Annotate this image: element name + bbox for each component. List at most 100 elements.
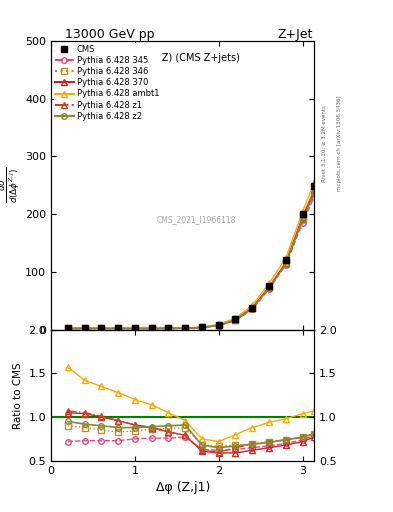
Pythia 6.428 ambt1 bbox=[200, 324, 204, 330]
CMS bbox=[82, 325, 87, 331]
Pythia 6.428 346 bbox=[99, 325, 104, 331]
Pythia 6.428 346 bbox=[266, 284, 271, 290]
Pythia 6.428 z1 bbox=[116, 325, 121, 331]
Pythia 6.428 z1 bbox=[183, 325, 187, 331]
Pythia 6.428 ambt1 bbox=[116, 325, 121, 331]
Pythia 6.428 345 bbox=[99, 325, 104, 331]
Pythia 6.428 345 bbox=[283, 262, 288, 268]
Text: Δφ(jet, Z) (CMS Z+jets): Δφ(jet, Z) (CMS Z+jets) bbox=[126, 53, 240, 62]
Pythia 6.428 z2 bbox=[99, 325, 104, 331]
Pythia 6.428 z1 bbox=[99, 325, 104, 331]
Pythia 6.428 346 bbox=[166, 325, 171, 331]
Pythia 6.428 346 bbox=[283, 260, 288, 266]
Pythia 6.428 z2 bbox=[82, 325, 87, 331]
Pythia 6.428 346 bbox=[233, 317, 238, 323]
Pythia 6.428 346 bbox=[116, 325, 121, 331]
Pythia 6.428 z2 bbox=[233, 317, 238, 323]
Pythia 6.428 z1 bbox=[132, 325, 137, 331]
Line: CMS: CMS bbox=[65, 184, 317, 331]
Pythia 6.428 345 bbox=[82, 325, 87, 331]
Pythia 6.428 370 bbox=[183, 325, 187, 331]
CMS bbox=[183, 325, 187, 331]
Pythia 6.428 346 bbox=[250, 305, 255, 311]
CMS bbox=[266, 283, 271, 289]
Pythia 6.428 z2 bbox=[166, 325, 171, 331]
Pythia 6.428 370 bbox=[149, 325, 154, 331]
Pythia 6.428 z1 bbox=[82, 325, 87, 331]
Line: Pythia 6.428 370: Pythia 6.428 370 bbox=[65, 187, 317, 331]
Pythia 6.428 z1 bbox=[312, 188, 317, 194]
Pythia 6.428 345 bbox=[300, 220, 305, 226]
Pythia 6.428 z2 bbox=[149, 325, 154, 331]
Pythia 6.428 345 bbox=[266, 286, 271, 292]
CMS bbox=[66, 325, 70, 331]
Pythia 6.428 z1 bbox=[283, 260, 288, 266]
Pythia 6.428 z1 bbox=[66, 325, 70, 331]
Pythia 6.428 z2 bbox=[183, 325, 187, 331]
Pythia 6.428 z2 bbox=[217, 323, 221, 329]
Pythia 6.428 370 bbox=[217, 322, 221, 328]
Text: Z+Jet: Z+Jet bbox=[277, 28, 312, 41]
Pythia 6.428 ambt1 bbox=[300, 209, 305, 215]
Pythia 6.428 370 bbox=[266, 284, 271, 290]
Line: Pythia 6.428 z1: Pythia 6.428 z1 bbox=[65, 188, 317, 331]
Pythia 6.428 z2 bbox=[312, 190, 317, 197]
Pythia 6.428 345 bbox=[200, 325, 204, 331]
Line: Pythia 6.428 z2: Pythia 6.428 z2 bbox=[65, 190, 317, 331]
Pythia 6.428 345 bbox=[233, 317, 238, 324]
Pythia 6.428 370 bbox=[300, 214, 305, 220]
CMS bbox=[283, 257, 288, 263]
Text: Rivet 3.1.10; ≥ 3.2M events: Rivet 3.1.10; ≥ 3.2M events bbox=[322, 105, 327, 182]
Pythia 6.428 345 bbox=[217, 323, 221, 329]
Pythia 6.428 346 bbox=[200, 324, 204, 330]
Pythia 6.428 ambt1 bbox=[217, 322, 221, 328]
Pythia 6.428 346 bbox=[300, 216, 305, 222]
Pythia 6.428 370 bbox=[283, 260, 288, 266]
Pythia 6.428 370 bbox=[166, 325, 171, 331]
Pythia 6.428 z2 bbox=[266, 285, 271, 291]
Pythia 6.428 ambt1 bbox=[82, 325, 87, 331]
Pythia 6.428 z1 bbox=[200, 324, 204, 330]
Pythia 6.428 346 bbox=[132, 325, 137, 331]
Pythia 6.428 346 bbox=[217, 322, 221, 328]
Pythia 6.428 ambt1 bbox=[233, 315, 238, 321]
CMS bbox=[149, 325, 154, 331]
Pythia 6.428 345 bbox=[312, 194, 317, 200]
Legend: CMS, Pythia 6.428 345, Pythia 6.428 346, Pythia 6.428 370, Pythia 6.428 ambt1, P: CMS, Pythia 6.428 345, Pythia 6.428 346,… bbox=[53, 44, 161, 122]
Pythia 6.428 ambt1 bbox=[149, 325, 154, 331]
Pythia 6.428 346 bbox=[183, 325, 187, 331]
Pythia 6.428 346 bbox=[312, 189, 317, 195]
CMS bbox=[250, 305, 255, 311]
Pythia 6.428 z1 bbox=[300, 215, 305, 221]
Pythia 6.428 z2 bbox=[132, 325, 137, 331]
Text: CMS_2021_I1966118: CMS_2021_I1966118 bbox=[156, 216, 235, 224]
Pythia 6.428 345 bbox=[116, 325, 121, 331]
Pythia 6.428 ambt1 bbox=[166, 325, 171, 331]
CMS bbox=[300, 211, 305, 217]
Pythia 6.428 345 bbox=[149, 325, 154, 331]
Line: Pythia 6.428 ambt1: Pythia 6.428 ambt1 bbox=[65, 180, 317, 331]
Y-axis label: $\frac{d\sigma}{d(\Delta\phi^{Z,j})}$: $\frac{d\sigma}{d(\Delta\phi^{Z,j})}$ bbox=[0, 167, 22, 203]
Pythia 6.428 z2 bbox=[66, 325, 70, 331]
Pythia 6.428 346 bbox=[149, 325, 154, 331]
Pythia 6.428 ambt1 bbox=[283, 255, 288, 261]
Text: 13000 GeV pp: 13000 GeV pp bbox=[65, 28, 155, 41]
Pythia 6.428 z1 bbox=[250, 305, 255, 311]
Pythia 6.428 345 bbox=[166, 325, 171, 331]
Pythia 6.428 346 bbox=[82, 325, 87, 331]
Pythia 6.428 370 bbox=[99, 325, 104, 331]
Pythia 6.428 z2 bbox=[200, 325, 204, 331]
CMS bbox=[233, 316, 238, 322]
CMS bbox=[132, 325, 137, 331]
Pythia 6.428 z2 bbox=[283, 261, 288, 267]
Pythia 6.428 ambt1 bbox=[183, 325, 187, 331]
Pythia 6.428 370 bbox=[233, 316, 238, 323]
Pythia 6.428 ambt1 bbox=[266, 281, 271, 287]
Pythia 6.428 370 bbox=[250, 305, 255, 311]
Pythia 6.428 z2 bbox=[116, 325, 121, 331]
Line: Pythia 6.428 346: Pythia 6.428 346 bbox=[65, 189, 317, 331]
Pythia 6.428 370 bbox=[116, 325, 121, 331]
Pythia 6.428 370 bbox=[312, 187, 317, 193]
Pythia 6.428 z1 bbox=[166, 325, 171, 331]
Pythia 6.428 ambt1 bbox=[250, 302, 255, 308]
